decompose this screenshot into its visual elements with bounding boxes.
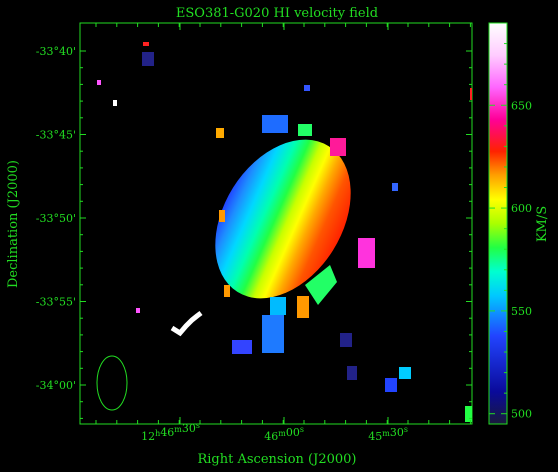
blob-blue-6: [392, 183, 398, 191]
blob-tail-darkblue: [232, 340, 252, 354]
x-tick-label: 46m00s: [264, 425, 304, 443]
blob-tail-blue: [262, 315, 284, 353]
y-tick-label: -34°00': [36, 379, 76, 392]
y-axis-label: Declination (J2000): [6, 160, 21, 288]
blob-white-13: [170, 311, 203, 337]
blob-dark-2: [347, 366, 357, 380]
x-axis: 12h46m30s 46m00s 45m30s: [95, 23, 471, 443]
blob-red-4: [143, 42, 149, 46]
blob-edge-orange: [219, 210, 225, 222]
blob-blue-3: [385, 378, 397, 392]
beam-ellipse: [96, 355, 128, 411]
colorbar-tick-label: 650: [511, 99, 532, 112]
plot-frame: [79, 22, 473, 425]
blob-green-7: [465, 406, 472, 422]
blob-ne-magenta: [330, 138, 346, 156]
blob-red-8: [470, 88, 472, 100]
velocity-map: [97, 42, 472, 422]
blob-north-green: [298, 124, 312, 136]
y-tick-label: -33°55': [36, 296, 76, 309]
colorbar-frame: [488, 22, 508, 425]
blob-east-magenta: [358, 238, 375, 268]
colorbar-tick-label: 500: [511, 408, 532, 421]
blob-south-green: [305, 265, 337, 305]
blob-orange-5: [216, 128, 224, 138]
colorbar: [489, 23, 507, 424]
x-axis-label: Right Ascension (J2000): [197, 452, 356, 467]
blob-pink-10: [97, 80, 101, 85]
blob-tail-cyan: [270, 297, 286, 315]
chart-title: ESO381-G020 HI velocity field: [176, 6, 378, 21]
blob-white-12: [113, 100, 117, 106]
colorbar-axis: 500 550 600 650: [489, 22, 532, 421]
y-tick-label: -33°40': [36, 45, 76, 58]
blob-cyan-3: [399, 367, 411, 379]
blob-edge-orange2: [224, 285, 230, 297]
galaxy-disk: [215, 139, 351, 299]
x-tick-label: 45m30s: [368, 425, 408, 443]
y-tick-label: -33°45': [36, 129, 76, 142]
y-tick-label: -33°50': [36, 212, 76, 225]
blob-dark-1: [340, 333, 352, 347]
blob-pink-11: [136, 308, 140, 313]
y-axis: -33°40' -33°45' -33°50' -33°55' -34°00': [36, 45, 472, 419]
blob-south-orange: [297, 296, 309, 318]
blob-dark-4: [142, 52, 154, 66]
x-tick-label: 12h46m30s: [141, 421, 200, 443]
colorbar-tick-label: 550: [511, 305, 532, 318]
colorbar-label: KM/S: [535, 206, 550, 242]
colorbar-tick-label: 600: [511, 202, 532, 215]
blob-blue-9: [304, 85, 310, 91]
blob-north-blue: [262, 115, 288, 133]
